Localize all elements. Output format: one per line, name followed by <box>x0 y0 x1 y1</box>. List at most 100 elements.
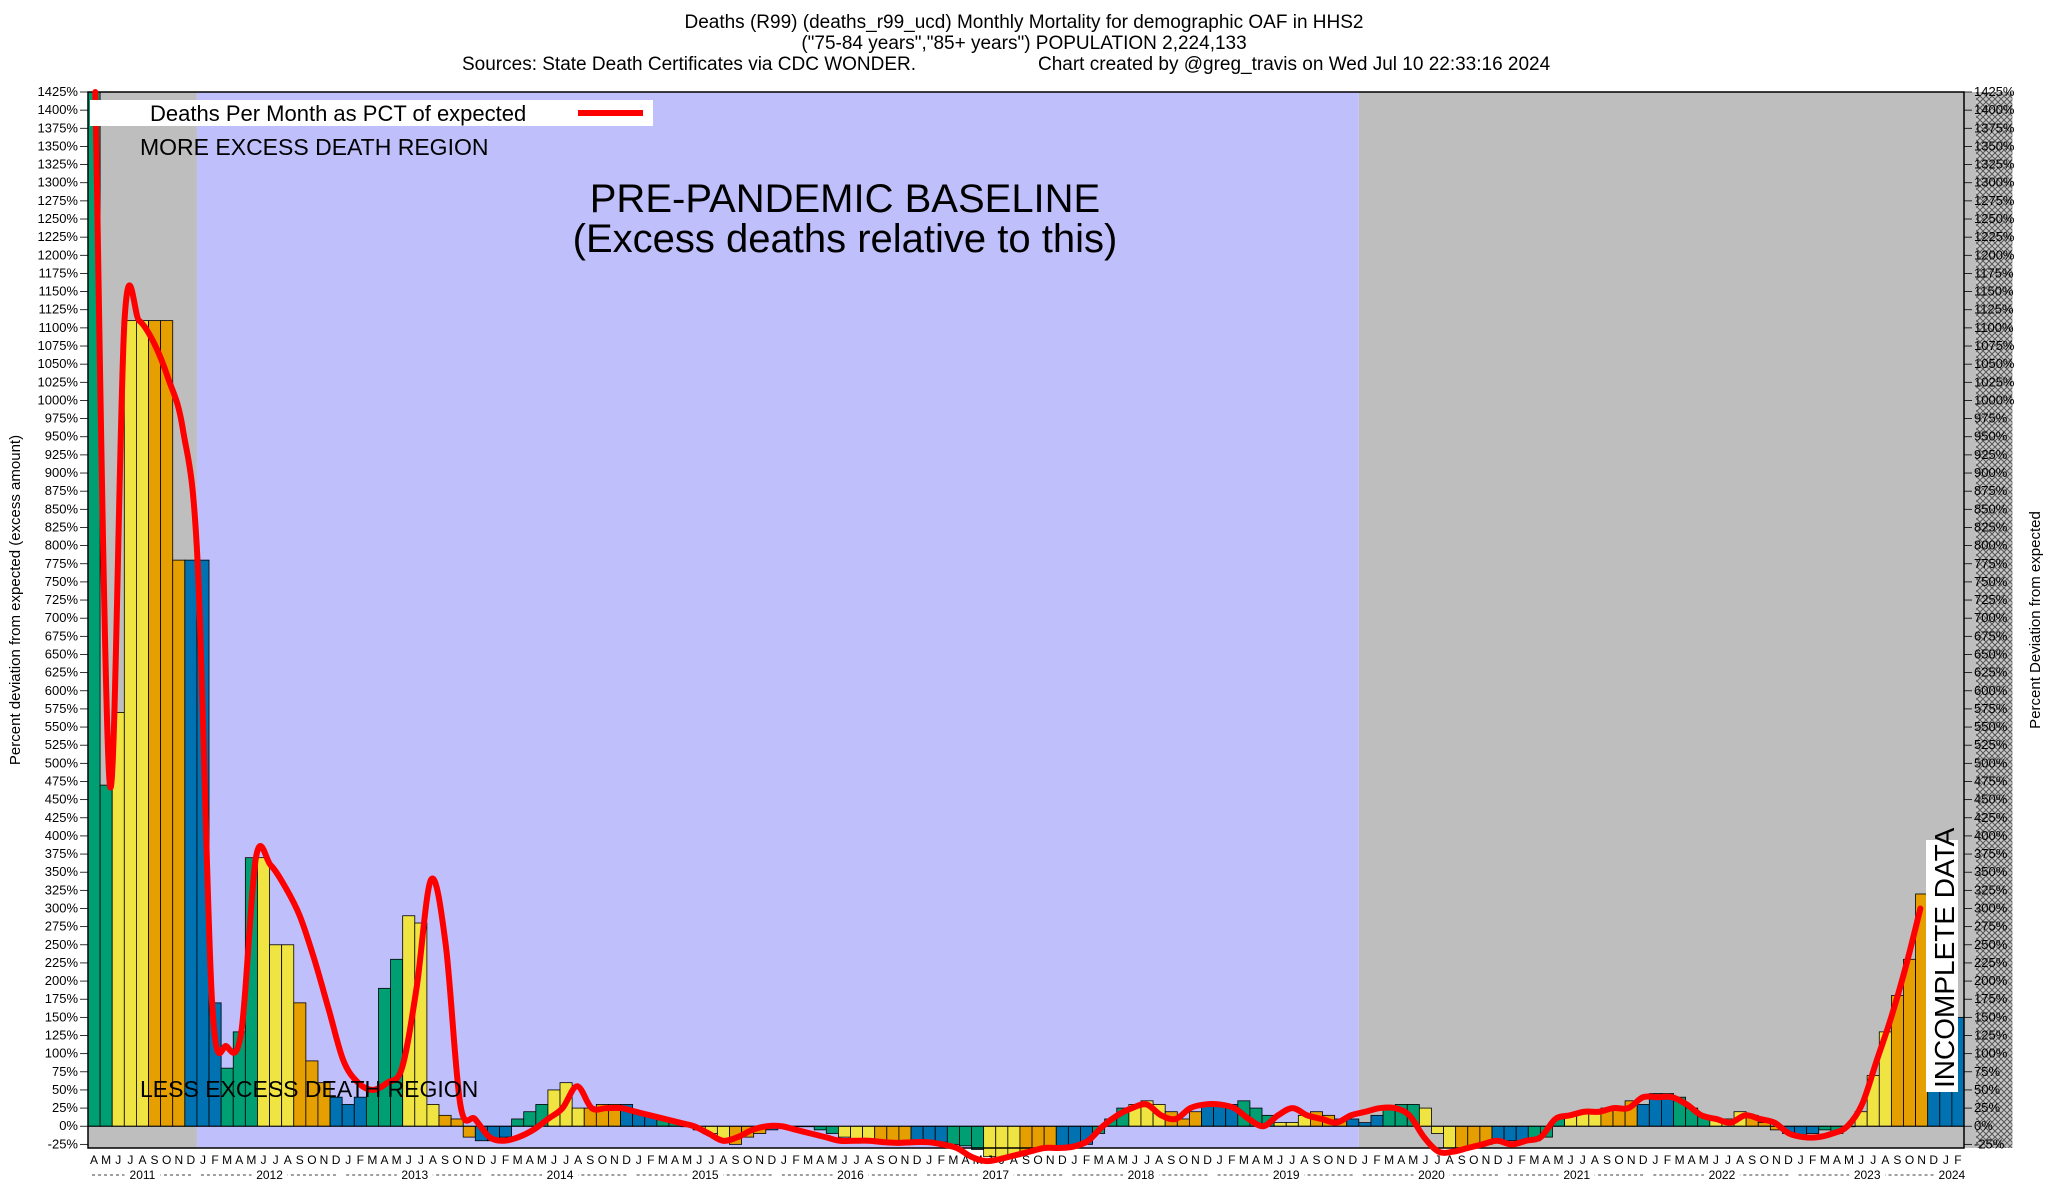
right-tick-label: 1050% <box>1974 356 2015 371</box>
month-label: M <box>827 1153 837 1167</box>
month-label: J <box>708 1153 714 1167</box>
month-label: M <box>392 1153 402 1167</box>
right-tick-label: 200% <box>1974 973 2008 988</box>
right-tick-label: 1375% <box>1974 120 2015 135</box>
month-label: A <box>1107 1153 1115 1167</box>
right-tick-label: 1425% <box>1974 84 2015 99</box>
right-tick-label: 600% <box>1974 683 2008 698</box>
left-tick-label: 575% <box>45 701 79 716</box>
month-label: J <box>260 1153 266 1167</box>
right-tick-label: 1125% <box>1974 302 2014 317</box>
right-tick-label: 1250% <box>1974 211 2015 226</box>
month-label: M <box>1820 1153 1830 1167</box>
month-label: N <box>610 1153 619 1167</box>
less-excess-label: LESS EXCESS DEATH REGION <box>140 1076 478 1102</box>
month-label: J <box>1277 1153 1283 1167</box>
pct-expected-line <box>92 89 1924 1165</box>
month-label: M <box>803 1153 813 1167</box>
left-tick-label: 1275% <box>38 193 79 208</box>
right-tick-label: 350% <box>1974 864 2008 879</box>
right-tick-label: 1275% <box>1974 193 2015 208</box>
year-label-bg <box>542 1168 579 1182</box>
left-tick-label: 100% <box>45 1046 79 1061</box>
right-tick-label: 725% <box>1974 592 2008 607</box>
right-tick-label: 375% <box>1974 846 2008 861</box>
legend-label: Deaths Per Month as PCT of expected <box>150 101 526 126</box>
month-label: N <box>1482 1153 1491 1167</box>
right-tick-label: 1350% <box>1974 138 2015 153</box>
right-tick-label: 575% <box>1974 701 2008 716</box>
left-tick-label: 500% <box>45 755 79 770</box>
month-label: J <box>551 1153 557 1167</box>
month-label: N <box>1046 1153 1055 1167</box>
bar-60 <box>813 1125 827 1131</box>
month-label: D <box>1639 1153 1648 1167</box>
bar-6 <box>160 320 174 1127</box>
month-label: F <box>1664 1153 1671 1167</box>
baseline-label-line2: (Excess deaths relative to this) <box>573 217 1118 261</box>
month-label: J <box>1132 1153 1138 1167</box>
bar-72 <box>959 1125 972 1147</box>
right-tick-label: 700% <box>1974 610 2008 625</box>
year-label: 2015 <box>692 1168 719 1182</box>
month-label: S <box>732 1153 740 1167</box>
month-label: O <box>452 1153 461 1167</box>
month-label: J <box>345 1153 351 1167</box>
left-tick-label: 225% <box>45 955 79 970</box>
month-label: D <box>1348 1153 1357 1167</box>
month-label: M <box>1239 1153 1249 1167</box>
month-label: N <box>465 1153 474 1167</box>
month-label: M <box>1408 1153 1418 1167</box>
month-label: F <box>1809 1153 1816 1167</box>
month-label: A <box>1736 1153 1744 1167</box>
left-tick-label: -25% <box>48 1136 79 1151</box>
bar-99 <box>1285 1122 1299 1127</box>
bar-106 <box>1370 1114 1384 1127</box>
month-label: M <box>1118 1153 1128 1167</box>
month-label: O <box>1179 1153 1188 1167</box>
left-tick-label: 75% <box>52 1064 78 1079</box>
left-tick-label: 800% <box>45 538 79 553</box>
left-tick-label: 750% <box>45 574 79 589</box>
left-tick-label: 475% <box>45 773 79 788</box>
left-tick-label: 525% <box>45 737 79 752</box>
bar-143 <box>1818 1125 1832 1131</box>
left-tick-label: 900% <box>45 465 79 480</box>
right-tick-label: 400% <box>1974 828 2008 843</box>
month-label: S <box>1603 1153 1611 1167</box>
bar-61 <box>825 1125 839 1134</box>
left-tick-label: 1000% <box>38 392 79 407</box>
right-tick-label: 900% <box>1974 465 2008 480</box>
bar-34 <box>499 1125 513 1138</box>
left-tick-label: 1325% <box>38 157 79 172</box>
month-label: O <box>743 1153 752 1167</box>
year-label: 2022 <box>1709 1168 1736 1182</box>
left-tick-label: 1075% <box>38 338 79 353</box>
month-label: F <box>211 1153 218 1167</box>
right-tick-label: 825% <box>1974 519 2008 534</box>
left-tick-label: 0% <box>59 1118 78 1133</box>
left-tick-label: 625% <box>45 665 79 680</box>
month-label: J <box>1217 1153 1223 1167</box>
month-label: J <box>926 1153 932 1167</box>
month-label: D <box>187 1153 196 1167</box>
year-label: 2016 <box>837 1168 864 1182</box>
month-label: S <box>1167 1153 1175 1167</box>
month-label: D <box>1058 1153 1067 1167</box>
month-label: M <box>222 1153 232 1167</box>
bar-4 <box>136 320 149 1127</box>
bar-31 <box>462 1125 476 1138</box>
month-label: D <box>332 1153 341 1167</box>
month-label: O <box>1760 1153 1769 1167</box>
left-tick-label: 175% <box>45 991 79 1006</box>
month-label: A <box>138 1153 146 1167</box>
year-label-bg <box>1703 1168 1740 1182</box>
left-tick-label: 250% <box>45 937 79 952</box>
right-tick-label: 475% <box>1974 773 2008 788</box>
month-label: M <box>682 1153 692 1167</box>
month-label: M <box>1675 1153 1685 1167</box>
left-tick-label: 700% <box>45 610 79 625</box>
left-tick-label: 1375% <box>38 120 79 135</box>
left-tick-label: 150% <box>45 1009 79 1024</box>
bar-111 <box>1431 1125 1444 1134</box>
